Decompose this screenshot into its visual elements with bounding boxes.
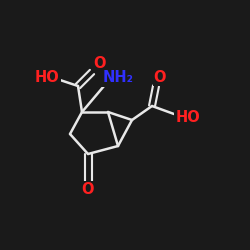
Text: HO: HO [176,110,201,126]
Text: O: O [82,182,94,198]
Text: HO: HO [34,70,59,84]
Text: NH₂: NH₂ [102,70,134,86]
Text: O: O [154,70,166,84]
Text: O: O [93,56,105,72]
